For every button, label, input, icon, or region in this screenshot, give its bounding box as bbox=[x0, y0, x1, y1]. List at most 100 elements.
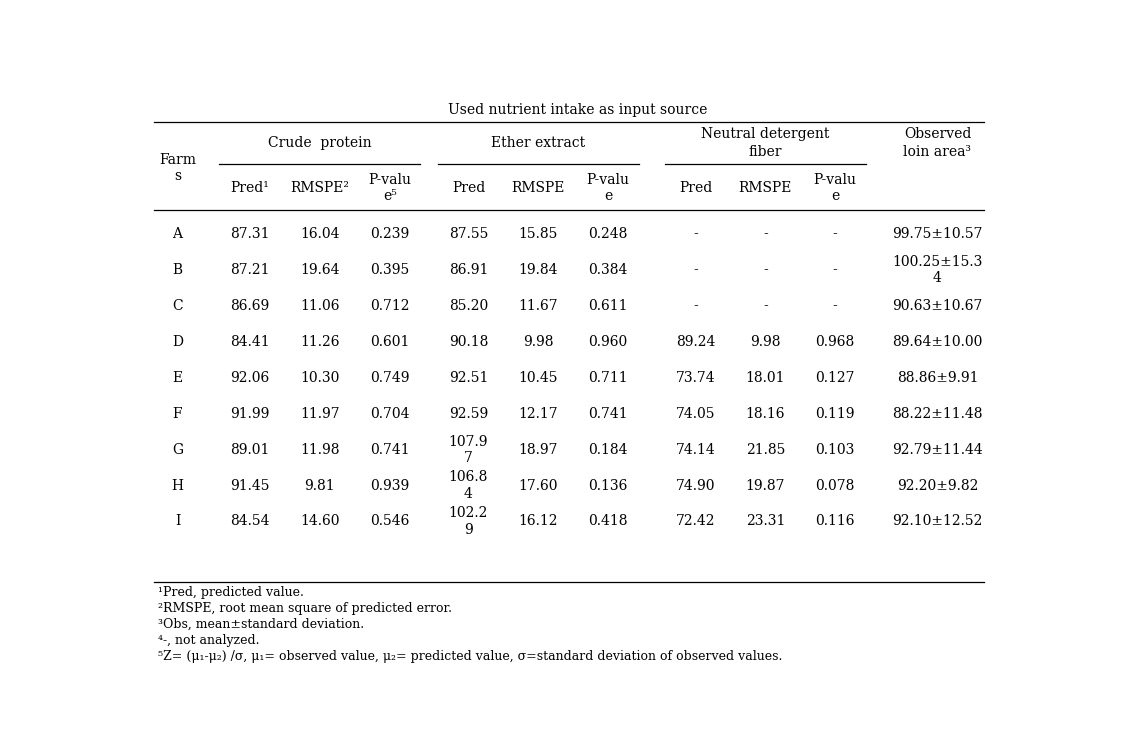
Text: B: B bbox=[172, 263, 183, 278]
Text: 92.79±11.44: 92.79±11.44 bbox=[893, 442, 983, 457]
Text: 91.45: 91.45 bbox=[230, 479, 269, 492]
Text: 89.01: 89.01 bbox=[230, 442, 269, 457]
Text: RMSPE: RMSPE bbox=[738, 181, 792, 195]
Text: 0.239: 0.239 bbox=[370, 228, 409, 241]
Text: 102.2
9: 102.2 9 bbox=[449, 507, 488, 536]
Text: 14.60: 14.60 bbox=[300, 515, 339, 528]
Text: 0.704: 0.704 bbox=[370, 407, 409, 421]
Text: 18.01: 18.01 bbox=[746, 371, 786, 385]
Text: -: - bbox=[833, 263, 837, 278]
Text: 87.31: 87.31 bbox=[230, 228, 269, 241]
Text: Crude  protein: Crude protein bbox=[268, 136, 372, 150]
Text: 0.395: 0.395 bbox=[370, 263, 409, 278]
Text: ⁵Z= (μ₁-μ₂) /σ, μ₁= observed value, μ₂= predicted value, σ=standard deviation of: ⁵Z= (μ₁-μ₂) /σ, μ₁= observed value, μ₂= … bbox=[158, 650, 783, 663]
Text: 19.87: 19.87 bbox=[746, 479, 786, 492]
Text: 92.10±12.52: 92.10±12.52 bbox=[893, 515, 983, 528]
Text: -: - bbox=[693, 228, 698, 241]
Text: 0.939: 0.939 bbox=[370, 479, 409, 492]
Text: 92.51: 92.51 bbox=[449, 371, 488, 385]
Text: E: E bbox=[172, 371, 183, 385]
Text: 19.64: 19.64 bbox=[300, 263, 339, 278]
Text: Neutral detergent
fiber: Neutral detergent fiber bbox=[701, 128, 829, 159]
Text: 74.90: 74.90 bbox=[676, 479, 716, 492]
Text: 11.67: 11.67 bbox=[518, 299, 558, 313]
Text: -: - bbox=[833, 299, 837, 313]
Text: Pred: Pred bbox=[452, 181, 485, 195]
Text: 0.741: 0.741 bbox=[370, 442, 409, 457]
Text: 0.127: 0.127 bbox=[816, 371, 855, 385]
Text: 87.55: 87.55 bbox=[449, 228, 488, 241]
Text: 0.960: 0.960 bbox=[588, 335, 628, 349]
Text: P-valu
e⁵: P-valu e⁵ bbox=[369, 173, 411, 204]
Text: 84.54: 84.54 bbox=[230, 515, 269, 528]
Text: 10.45: 10.45 bbox=[518, 371, 558, 385]
Text: 86.91: 86.91 bbox=[449, 263, 488, 278]
Text: -: - bbox=[833, 228, 837, 241]
Text: 0.418: 0.418 bbox=[588, 515, 628, 528]
Text: 11.26: 11.26 bbox=[300, 335, 339, 349]
Text: 0.711: 0.711 bbox=[588, 371, 628, 385]
Text: -: - bbox=[763, 299, 767, 313]
Text: 11.98: 11.98 bbox=[300, 442, 339, 457]
Text: P-valu
e: P-valu e bbox=[814, 173, 857, 204]
Text: 90.63±10.67: 90.63±10.67 bbox=[893, 299, 983, 313]
Text: 86.69: 86.69 bbox=[230, 299, 269, 313]
Text: 74.14: 74.14 bbox=[675, 442, 716, 457]
Text: Pred: Pred bbox=[678, 181, 712, 195]
Text: G: G bbox=[172, 442, 183, 457]
Text: 92.59: 92.59 bbox=[449, 407, 488, 421]
Text: 74.05: 74.05 bbox=[676, 407, 716, 421]
Text: F: F bbox=[172, 407, 183, 421]
Text: 106.8
4: 106.8 4 bbox=[449, 471, 488, 501]
Text: ³Obs, mean±standard deviation.: ³Obs, mean±standard deviation. bbox=[158, 618, 364, 631]
Text: 16.12: 16.12 bbox=[518, 515, 558, 528]
Text: 0.116: 0.116 bbox=[816, 515, 855, 528]
Text: 0.103: 0.103 bbox=[816, 442, 855, 457]
Text: 11.97: 11.97 bbox=[300, 407, 339, 421]
Text: 10.30: 10.30 bbox=[300, 371, 339, 385]
Text: 0.136: 0.136 bbox=[588, 479, 628, 492]
Text: Pred¹: Pred¹ bbox=[231, 181, 269, 195]
Text: Farm
s: Farm s bbox=[159, 153, 196, 183]
Text: -: - bbox=[763, 228, 767, 241]
Text: 9.98: 9.98 bbox=[523, 335, 553, 349]
Text: 92.06: 92.06 bbox=[230, 371, 269, 385]
Text: 15.85: 15.85 bbox=[518, 228, 558, 241]
Text: P-valu
e: P-valu e bbox=[587, 173, 630, 204]
Text: -: - bbox=[693, 299, 698, 313]
Text: 91.99: 91.99 bbox=[230, 407, 269, 421]
Text: 72.42: 72.42 bbox=[676, 515, 716, 528]
Text: 85.20: 85.20 bbox=[449, 299, 488, 313]
Text: RMSPE: RMSPE bbox=[512, 181, 565, 195]
Text: -: - bbox=[763, 263, 767, 278]
Text: ²RMSPE, root mean square of predicted error.: ²RMSPE, root mean square of predicted er… bbox=[158, 602, 452, 615]
Text: 0.184: 0.184 bbox=[588, 442, 628, 457]
Text: 88.22±11.48: 88.22±11.48 bbox=[893, 407, 983, 421]
Text: 90.18: 90.18 bbox=[449, 335, 488, 349]
Text: Observed
loin area³: Observed loin area³ bbox=[904, 128, 971, 159]
Text: 0.384: 0.384 bbox=[588, 263, 628, 278]
Text: 0.712: 0.712 bbox=[370, 299, 409, 313]
Text: 12.17: 12.17 bbox=[518, 407, 558, 421]
Text: 21.85: 21.85 bbox=[746, 442, 786, 457]
Text: 89.24: 89.24 bbox=[676, 335, 716, 349]
Text: 107.9
7: 107.9 7 bbox=[449, 435, 488, 465]
Text: 0.546: 0.546 bbox=[370, 515, 409, 528]
Text: 100.25±15.3
4: 100.25±15.3 4 bbox=[893, 255, 983, 285]
Text: 87.21: 87.21 bbox=[230, 263, 269, 278]
Text: ⁴-, not analyzed.: ⁴-, not analyzed. bbox=[158, 634, 260, 647]
Text: 18.97: 18.97 bbox=[518, 442, 558, 457]
Text: Ether extract: Ether extract bbox=[491, 136, 585, 150]
Text: 99.75±10.57: 99.75±10.57 bbox=[893, 228, 983, 241]
Text: 16.04: 16.04 bbox=[300, 228, 339, 241]
Text: 11.06: 11.06 bbox=[300, 299, 339, 313]
Text: 0.741: 0.741 bbox=[588, 407, 628, 421]
Text: 0.078: 0.078 bbox=[816, 479, 855, 492]
Text: 9.98: 9.98 bbox=[751, 335, 781, 349]
Text: 0.611: 0.611 bbox=[588, 299, 628, 313]
Text: 18.16: 18.16 bbox=[746, 407, 786, 421]
Text: 0.601: 0.601 bbox=[370, 335, 409, 349]
Text: 0.749: 0.749 bbox=[370, 371, 409, 385]
Text: 0.119: 0.119 bbox=[816, 407, 855, 421]
Text: C: C bbox=[172, 299, 183, 313]
